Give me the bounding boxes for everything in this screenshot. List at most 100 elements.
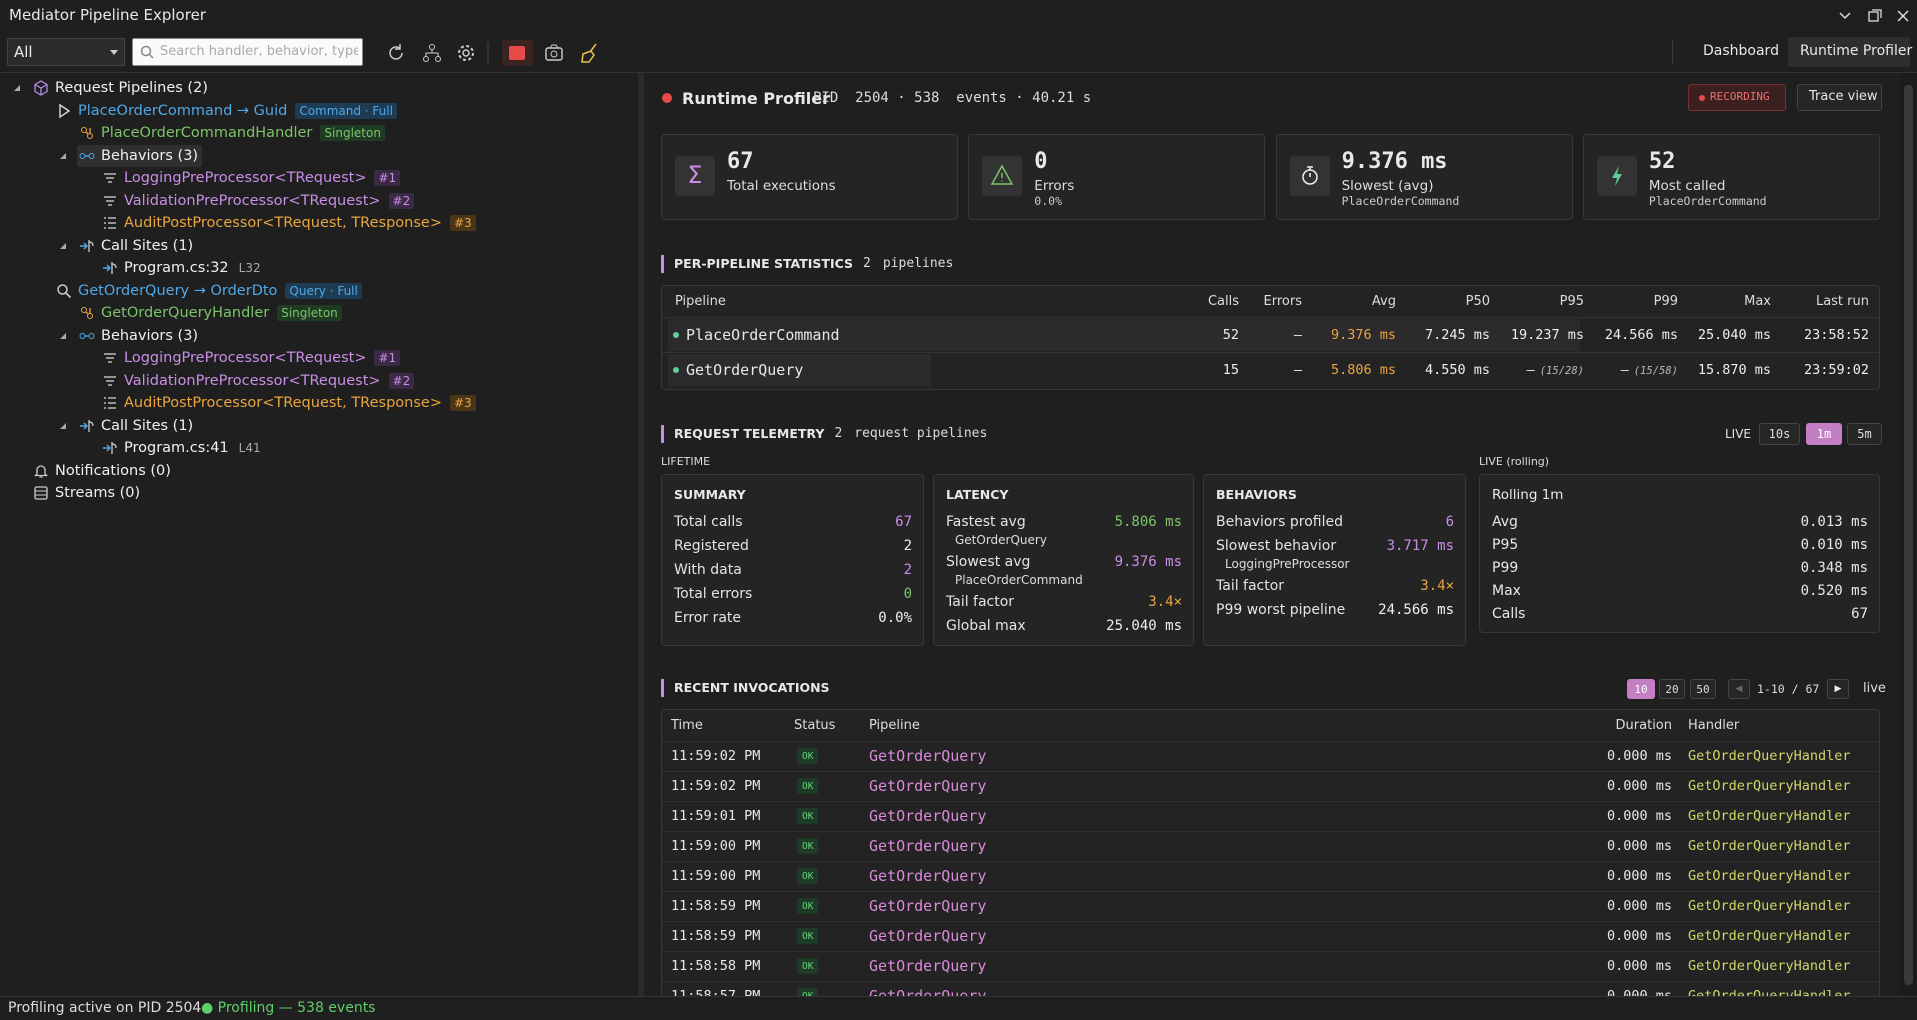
window-button[interactable]: 10s — [1759, 423, 1800, 445]
card-sub: PlaceOrderCommand — [1648, 194, 1767, 208]
icon-part — [34, 486, 48, 500]
tree-item[interactable]: Program.cs:41 L41 — [100, 437, 265, 459]
tree-label: AuditPostProcessor<TRequest, TResponse> — [124, 215, 442, 231]
tree-expander[interactable] — [14, 85, 20, 91]
card-label: Errors — [1034, 178, 1075, 194]
card-label: Total executions — [727, 178, 836, 194]
icon-part — [103, 442, 117, 454]
tree-item[interactable]: ValidationPreProcessor<TRequest> #2 — [100, 190, 418, 212]
group-label: LIVE (rolling) — [1479, 455, 1550, 468]
tree-item[interactable]: AuditPostProcessor<TRequest, TResponse> #… — [100, 212, 480, 234]
column-header: P95 — [1559, 294, 1584, 309]
tree-item[interactable]: GetOrderQueryHandler Singleton — [77, 302, 346, 324]
column-header: Last run — [1815, 294, 1869, 309]
icon-part — [59, 103, 71, 118]
panel-title: BEHAVIORS — [1216, 487, 1297, 502]
window-button[interactable]: 5m — [1847, 423, 1882, 445]
metric-value: 9.376 ms — [1114, 554, 1182, 570]
icon-part — [59, 103, 71, 118]
icon-part — [57, 283, 68, 295]
tree-item[interactable]: Program.cs:32 L32 — [100, 257, 265, 279]
toolbar-icons[interactable] — [380, 40, 620, 66]
tree-item[interactable]: AuditPostProcessor<TRequest, TResponse> #… — [100, 392, 480, 414]
time-cell: 11:59:00 PM — [671, 838, 761, 854]
icon-part — [104, 397, 116, 409]
tree-badge: #3 — [449, 215, 476, 231]
metric-label: Behaviors profiled — [1216, 514, 1344, 530]
tree-label: GetOrderQueryHandler — [101, 305, 270, 321]
tree-item[interactable]: LoggingPreProcessor<TRequest> #1 — [100, 167, 404, 189]
duration-cell: 0.000 ms — [1606, 838, 1672, 854]
metric-value: 2 — [903, 562, 912, 578]
icon-part — [545, 47, 563, 61]
trace-view-button[interactable]: Trace view — [1797, 84, 1882, 111]
telemetry-panel: Rolling 1m Avg 0.013 ms P95 0.010 ms P99 0.348… — [1479, 474, 1880, 633]
icon-part — [581, 43, 597, 63]
icon-part — [65, 291, 72, 298]
card-icon — [1289, 156, 1330, 196]
button-label: 5m — [1857, 427, 1872, 441]
tree-item[interactable]: Call Sites (1) — [77, 235, 197, 257]
window-button[interactable]: 1m — [1806, 423, 1842, 445]
tree-icon — [102, 373, 118, 389]
column-header: P50 — [1465, 294, 1490, 309]
profiler-title: Runtime Profiler — [682, 89, 831, 108]
tree-item[interactable]: Behaviors (3) — [77, 325, 202, 347]
tree-item[interactable]: LoggingPreProcessor<TRequest> #1 — [100, 347, 404, 369]
icon-part — [104, 217, 116, 229]
filter-combobox[interactable]: All — [7, 38, 125, 66]
card-icon: Σ — [675, 156, 715, 196]
icon-part — [1301, 166, 1318, 185]
metric-label: Tail factor — [1216, 578, 1285, 594]
tree-badge: #2 — [388, 372, 415, 389]
metric-sub: GetOrderQuery — [955, 533, 1047, 547]
tree-expander[interactable] — [60, 242, 66, 249]
icon-part — [81, 127, 87, 133]
telemetry-panel: BEHAVIORS Behaviors profiled 6 Slowest beha… — [1203, 474, 1466, 646]
page-size-button[interactable]: 20 — [1659, 679, 1685, 699]
tree-item[interactable]: PlaceOrderCommandHandler Singleton — [77, 122, 389, 144]
page-size-button[interactable]: 10 — [1627, 679, 1655, 699]
cell-value: – — [1526, 362, 1535, 378]
recording-dot — [1699, 95, 1705, 101]
tree-expander[interactable] — [60, 332, 66, 339]
metric-label: Fastest avg — [946, 514, 1026, 530]
tree-item[interactable]: ValidationPreProcessor<TRequest> #2 — [100, 370, 418, 392]
tab[interactable]: Dashboard — [1703, 43, 1779, 59]
tab[interactable]: Runtime Profiler — [1800, 43, 1913, 59]
pager-button[interactable]: ◀ — [1728, 679, 1750, 699]
window-controls[interactable] — [1836, 8, 1916, 24]
search-box[interactable]: Search handler, behavior, type... — [132, 38, 363, 66]
scrollbar[interactable] — [1900, 73, 1917, 996]
tree-label: Streams (0) — [55, 485, 141, 501]
card-label: Slowest (avg) — [1341, 178, 1434, 194]
metric-value: 0.010 ms — [1800, 537, 1868, 553]
pager-button[interactable]: ▶ — [1827, 679, 1849, 699]
metric-sub: PlaceOrderCommand — [955, 573, 1083, 587]
tree-label: AuditPostProcessor<TRequest, TResponse> — [124, 395, 442, 411]
icon-part — [104, 375, 116, 386]
tree-item[interactable]: Streams (0) — [31, 482, 144, 504]
page-size-button[interactable]: 50 — [1690, 679, 1716, 699]
tree-expander[interactable] — [60, 152, 66, 159]
row-divider — [662, 831, 1879, 832]
tree-item[interactable]: Call Sites (1) — [77, 415, 197, 437]
icon-part — [87, 313, 93, 319]
tree-item[interactable]: PlaceOrderCommand → Guid Command · Full — [54, 100, 401, 122]
button-label: 10s — [1768, 427, 1791, 441]
scroll-thumb[interactable] — [1904, 85, 1913, 985]
time-cell: 11:59:02 PM — [671, 748, 761, 764]
icon-part — [148, 53, 154, 59]
tree-item[interactable]: GetOrderQuery → OrderDto Query · Full — [54, 280, 366, 302]
tree-expander[interactable] — [60, 422, 66, 429]
tree-label: Call Sites (1) — [101, 417, 194, 434]
column-header: Errors — [1263, 294, 1302, 309]
column-header: Handler — [1688, 718, 1740, 733]
splitter[interactable] — [638, 73, 644, 996]
pipeline-link: GetOrderQuery — [869, 897, 987, 915]
tree-item[interactable]: Behaviors (3) — [77, 144, 203, 167]
tree-item[interactable]: Notifications (0) — [31, 460, 175, 482]
icon-part — [509, 46, 525, 60]
tree-item[interactable]: Request Pipelines (2) — [31, 77, 212, 99]
metric-label: Total calls — [674, 514, 743, 530]
